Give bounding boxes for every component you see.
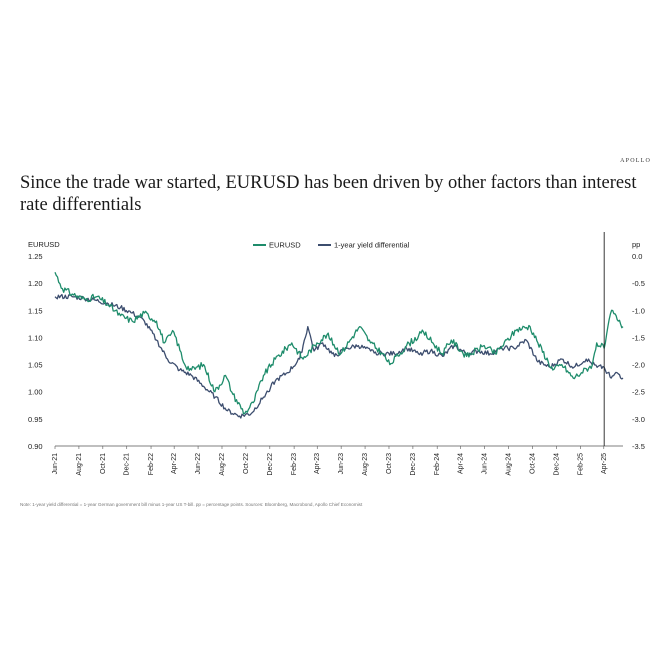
x-tick-label: Feb-25 bbox=[578, 453, 585, 475]
x-tick-label: Dec-21 bbox=[124, 453, 131, 476]
x-tick-label: Dec-22 bbox=[267, 453, 274, 476]
series-line-eurusd bbox=[54, 272, 624, 415]
x-tick-label: Apr-23 bbox=[314, 453, 321, 474]
x-tick-label: Apr-25 bbox=[601, 453, 608, 474]
right-tick-label: -1.0 bbox=[632, 306, 645, 315]
chart: EURUSD 1-year yield differential 1.25 1.20… bbox=[28, 232, 645, 476]
x-tick-label: Jun-23 bbox=[338, 453, 345, 475]
x-tick-label: Jun-24 bbox=[482, 453, 489, 475]
x-tick-label: Aug-21 bbox=[76, 453, 83, 476]
x-tick-label: Jun-22 bbox=[195, 453, 202, 475]
left-tick-label: 0.95 bbox=[28, 415, 43, 424]
right-tick-label: -2.0 bbox=[632, 361, 645, 370]
x-tick-label: Apr-22 bbox=[171, 453, 178, 474]
chart-title: Since the trade war started, EURUSD has … bbox=[20, 173, 637, 215]
series-line-yield-differential bbox=[54, 293, 624, 419]
legend-label-yield-differential: 1-year yield differential bbox=[334, 241, 410, 250]
x-tick-label: Feb-22 bbox=[148, 453, 155, 475]
left-tick-label: 1.05 bbox=[28, 361, 43, 370]
brand-logo: APOLLO bbox=[620, 158, 651, 164]
left-tick-label: 1.25 bbox=[28, 252, 43, 261]
right-tick-label: -2.5 bbox=[632, 388, 645, 397]
right-tick-label: -3.0 bbox=[632, 415, 645, 424]
left-tick-label: 1.00 bbox=[28, 388, 43, 397]
x-tick-label: Aug-24 bbox=[506, 453, 513, 476]
x-tick-label: Jun-21 bbox=[52, 453, 59, 475]
x-tick-label: Aug-23 bbox=[362, 453, 369, 476]
left-axis-title: EURUSD bbox=[28, 240, 60, 249]
x-tick-label: Dec-24 bbox=[553, 453, 560, 476]
x-tick-label: Oct-22 bbox=[243, 453, 250, 474]
right-tick-label: -3.5 bbox=[632, 442, 645, 451]
x-tick-label: Aug-22 bbox=[219, 453, 226, 476]
left-tick-label: 1.20 bbox=[28, 279, 43, 288]
left-tick-label: 1.15 bbox=[28, 306, 43, 315]
left-tick-label: 0.90 bbox=[28, 442, 43, 451]
left-tick-label: 1.10 bbox=[28, 333, 43, 342]
x-tick-label: Feb-24 bbox=[434, 453, 441, 475]
right-tick-label: -1.5 bbox=[632, 333, 645, 342]
legend-label-eurusd: EURUSD bbox=[269, 241, 301, 250]
x-tick-label: Feb-23 bbox=[291, 453, 298, 475]
x-tick-label: Dec-23 bbox=[410, 453, 417, 476]
x-tick-label: Oct-21 bbox=[100, 453, 107, 474]
right-axis-title: pp bbox=[632, 240, 640, 249]
right-tick-label: 0.0 bbox=[632, 252, 642, 261]
x-tick-label: Apr-24 bbox=[458, 453, 465, 474]
chart-note: Note: 1-year yield differential = 1-year… bbox=[20, 502, 363, 507]
x-tick-label: Oct-23 bbox=[386, 453, 393, 474]
right-tick-label: -0.5 bbox=[632, 279, 645, 288]
x-tick-label: Oct-24 bbox=[529, 453, 536, 474]
